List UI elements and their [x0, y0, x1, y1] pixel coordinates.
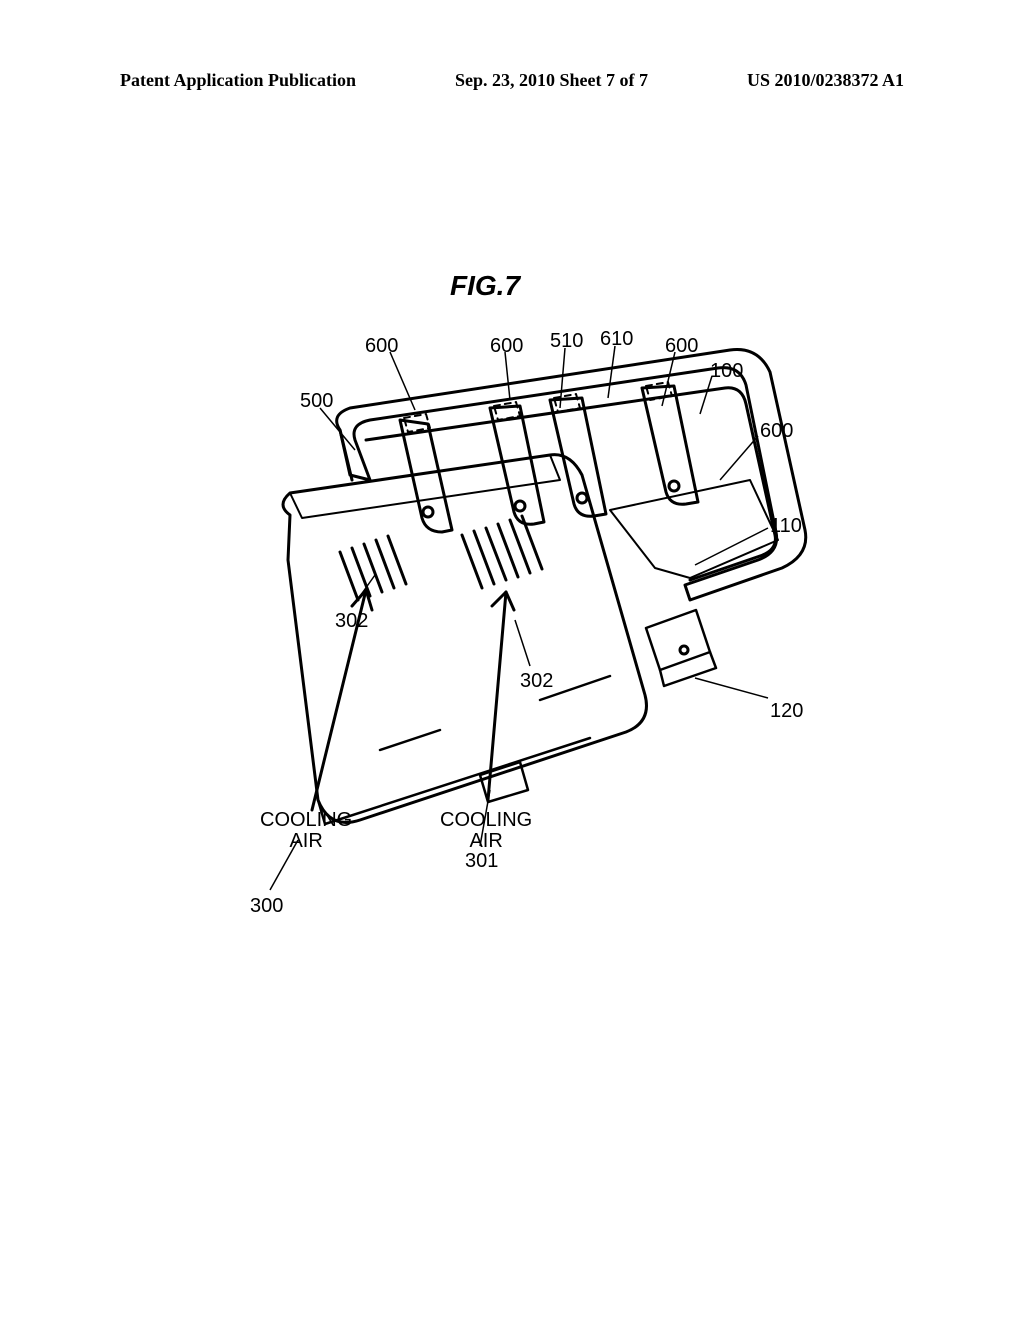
header-center: Sep. 23, 2010 Sheet 7 of 7 [455, 70, 648, 91]
callout-610: 610 [600, 328, 633, 351]
patent-drawing [190, 280, 830, 1000]
callout-120: 120 [770, 700, 803, 723]
leader-line [505, 352, 510, 400]
callout-510: 510 [550, 330, 583, 353]
callout-302b: 302 [520, 670, 553, 693]
figure-area: FIG.7 [190, 280, 830, 1000]
callout-600d: 600 [760, 420, 793, 443]
callout-600c: 600 [665, 335, 698, 358]
page-header: Patent Application Publication Sep. 23, … [0, 70, 1024, 91]
callout-302a: 302 [335, 610, 368, 633]
callout-301: 301 [465, 850, 498, 873]
leader-line [608, 346, 615, 398]
header-right: US 2010/0238372 A1 [747, 70, 904, 91]
leader-line [515, 620, 530, 666]
callout-600b: 600 [490, 335, 523, 358]
callout-100: 100 [710, 360, 743, 383]
callout-cool1: COOLING AIR [260, 810, 352, 852]
callout-cool2: COOLING AIR [440, 810, 532, 852]
leader-line [720, 436, 758, 480]
callout-300: 300 [250, 895, 283, 918]
header-left: Patent Application Publication [120, 70, 356, 91]
callout-110: 110 [770, 515, 802, 538]
callout-600a: 600 [365, 335, 398, 358]
leader-line [695, 678, 768, 698]
callout-500: 500 [300, 390, 333, 413]
